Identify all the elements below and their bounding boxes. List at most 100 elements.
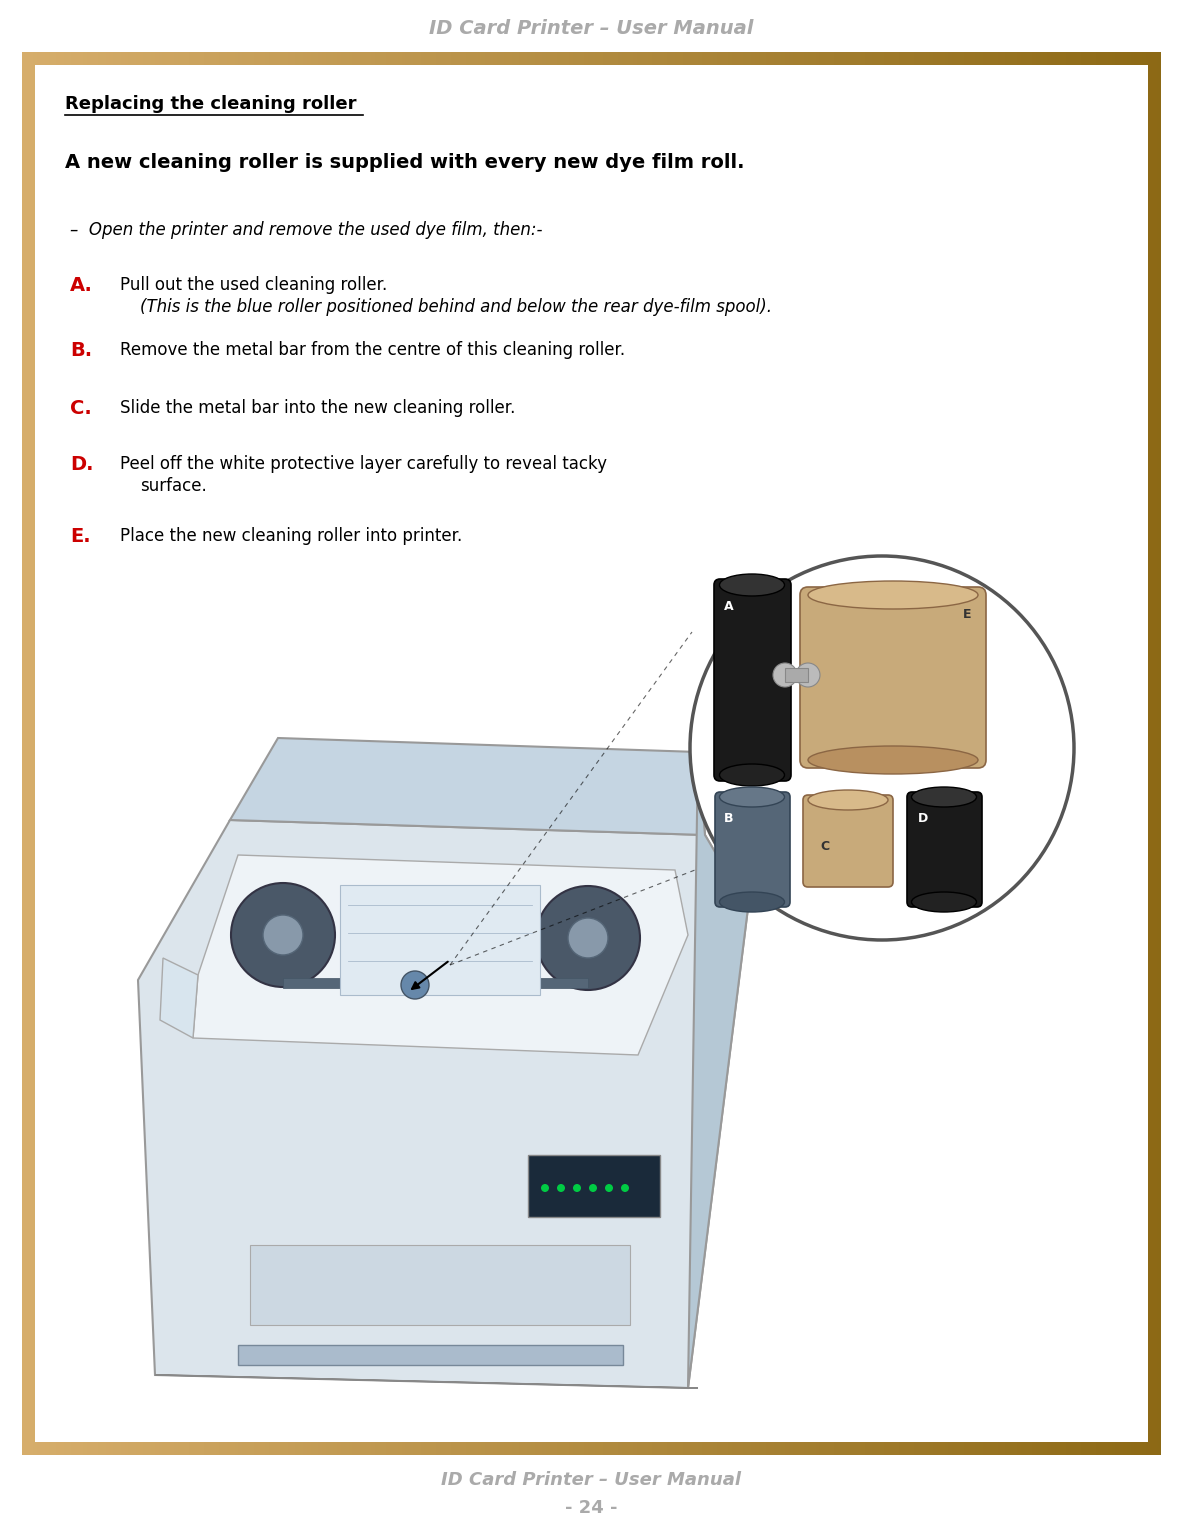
Text: Slide the metal bar into the new cleaning roller.: Slide the metal bar into the new cleanin… [119, 399, 516, 418]
Bar [67, 52, 72, 1455]
Bar [812, 52, 816, 1455]
Bar [959, 52, 964, 1455]
Bar [466, 52, 471, 1455]
Bar [1021, 52, 1024, 1455]
Text: E: E [963, 608, 971, 620]
Bar [736, 52, 741, 1455]
Bar [576, 52, 581, 1455]
Text: C.: C. [70, 399, 92, 418]
Bar [580, 52, 584, 1455]
Bar [786, 52, 789, 1455]
Bar [516, 52, 519, 1455]
Bar [789, 52, 794, 1455]
Bar [903, 52, 907, 1455]
Bar [820, 52, 823, 1455]
Bar [136, 52, 141, 1455]
Bar [239, 52, 243, 1455]
Bar [781, 52, 786, 1455]
Bar [250, 1245, 631, 1324]
Bar [743, 52, 748, 1455]
Bar [186, 52, 189, 1455]
Bar [212, 52, 216, 1455]
Bar [762, 52, 767, 1455]
Bar [1066, 52, 1071, 1455]
Bar [713, 52, 717, 1455]
Bar [83, 52, 88, 1455]
Bar [645, 52, 649, 1455]
Bar [71, 52, 76, 1455]
Bar [550, 52, 554, 1455]
Bar [573, 52, 577, 1455]
Bar [508, 52, 512, 1455]
Bar [105, 52, 110, 1455]
Bar [1074, 52, 1078, 1455]
Ellipse shape [719, 764, 784, 786]
Bar [428, 52, 433, 1455]
Bar [652, 52, 657, 1455]
Bar [375, 52, 380, 1455]
Bar [729, 52, 732, 1455]
Bar [98, 52, 102, 1455]
Bar [409, 52, 414, 1455]
Bar [1028, 52, 1033, 1455]
Bar [52, 52, 57, 1455]
Bar [1002, 52, 1006, 1455]
Bar [686, 52, 691, 1455]
Bar [531, 52, 535, 1455]
Bar [968, 52, 971, 1455]
Ellipse shape [719, 575, 784, 596]
Bar [853, 52, 858, 1455]
Bar [397, 52, 402, 1455]
Bar [922, 52, 926, 1455]
Bar [246, 52, 251, 1455]
Bar [849, 52, 854, 1455]
Bar [1081, 52, 1086, 1455]
Bar [76, 52, 79, 1455]
Bar [325, 52, 330, 1455]
Bar [30, 52, 34, 1455]
Bar [804, 52, 808, 1455]
Bar [868, 52, 873, 1455]
Text: ID Card Printer – User Manual: ID Card Printer – User Manual [429, 18, 754, 38]
Circle shape [621, 1184, 629, 1192]
Bar [470, 52, 474, 1455]
Bar [865, 52, 870, 1455]
Bar [512, 52, 516, 1455]
Bar [528, 1155, 660, 1218]
Bar [143, 52, 148, 1455]
Bar [1024, 52, 1028, 1455]
Bar [1157, 52, 1162, 1455]
FancyBboxPatch shape [715, 792, 790, 907]
Bar [478, 52, 481, 1455]
Bar [1055, 52, 1059, 1455]
Bar [702, 52, 706, 1455]
Bar [1131, 52, 1134, 1455]
Bar [724, 52, 729, 1455]
Bar [937, 52, 942, 1455]
Bar [770, 52, 774, 1455]
Bar [755, 52, 759, 1455]
Bar [899, 52, 904, 1455]
Ellipse shape [719, 786, 784, 808]
Bar [827, 52, 832, 1455]
Ellipse shape [808, 581, 978, 610]
Bar [215, 52, 220, 1455]
Bar [694, 52, 698, 1455]
Bar [732, 52, 736, 1455]
Bar [949, 52, 952, 1455]
Polygon shape [230, 738, 705, 835]
Bar [1100, 52, 1105, 1455]
Bar [340, 885, 539, 995]
Bar [322, 52, 327, 1455]
Bar [1134, 52, 1139, 1455]
Bar [311, 52, 315, 1455]
Bar [481, 52, 486, 1455]
Bar [447, 52, 452, 1455]
Bar [382, 52, 387, 1455]
Bar [1123, 52, 1127, 1455]
Bar [353, 52, 356, 1455]
Bar [489, 52, 493, 1455]
Bar [906, 52, 911, 1455]
Polygon shape [155, 1375, 698, 1388]
Bar [595, 52, 600, 1455]
